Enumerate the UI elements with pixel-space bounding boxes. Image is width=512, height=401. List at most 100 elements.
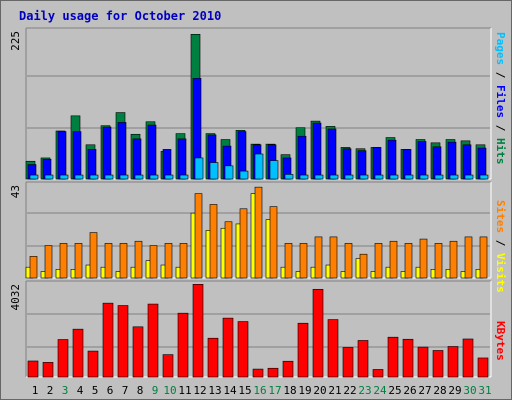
files-bar bbox=[102, 126, 112, 180]
sites-bar bbox=[464, 236, 473, 279]
files-bar bbox=[132, 138, 142, 180]
x-tick-label: 14 bbox=[223, 384, 237, 397]
x-tick-label: 7 bbox=[122, 384, 129, 397]
pages-bar bbox=[464, 174, 474, 180]
sites-bar bbox=[449, 240, 458, 279]
files-bar bbox=[57, 131, 67, 180]
kbytes-bar bbox=[72, 328, 84, 378]
kbytes-right-label: KBytes bbox=[494, 321, 507, 361]
sites-bar bbox=[314, 236, 323, 279]
kbytes-bar bbox=[267, 367, 279, 378]
x-tick-label: 5 bbox=[92, 384, 99, 397]
sites-bar bbox=[269, 206, 278, 279]
x-tick-label: 10 bbox=[163, 384, 176, 397]
x-tick-label: 29 bbox=[448, 384, 461, 397]
hits-right-label-part: / bbox=[494, 118, 507, 138]
sites-bar bbox=[299, 243, 308, 279]
sites-bar bbox=[44, 245, 53, 279]
x-tick-label: 28 bbox=[433, 384, 446, 397]
pages-bar bbox=[29, 174, 39, 180]
x-tick-label: 18 bbox=[283, 384, 296, 397]
hits-right-label-part: Hits bbox=[494, 138, 507, 165]
visits-right-label: Sites / Visits bbox=[494, 200, 507, 293]
pages-bar bbox=[179, 174, 189, 180]
kbytes-bar bbox=[282, 360, 294, 378]
kbytes-bar bbox=[252, 368, 264, 378]
sites-bar bbox=[179, 243, 188, 279]
sites-bar bbox=[59, 243, 68, 279]
files-bar bbox=[72, 131, 82, 180]
pages-bar bbox=[374, 174, 384, 180]
x-tick-label: 25 bbox=[388, 384, 401, 397]
sites-bar bbox=[434, 243, 443, 279]
kbytes-bar bbox=[102, 302, 114, 378]
pages-bar bbox=[224, 165, 234, 180]
x-tick-label: 6 bbox=[107, 384, 114, 397]
kbytes-bar bbox=[222, 317, 234, 378]
sites-bar bbox=[239, 208, 248, 279]
sites-bar bbox=[224, 221, 233, 279]
visits-bars bbox=[25, 186, 488, 279]
x-axis-labels: 1 2 3 4 5 6 7 8 9 10 11 12 13 14 15 16 17 18 19 20 21 22 23 24 2… bbox=[32, 384, 492, 397]
pages-bar bbox=[44, 174, 54, 180]
files-bar bbox=[312, 122, 322, 180]
kbytes-bar bbox=[312, 288, 324, 378]
sites-bar bbox=[134, 240, 143, 279]
kbytes-bar bbox=[462, 338, 474, 378]
x-tick-label: 1 bbox=[32, 384, 39, 397]
x-tick-label: 13 bbox=[208, 384, 221, 397]
visits-right-label-part: Sites bbox=[494, 200, 507, 233]
files-bar bbox=[402, 149, 412, 180]
kbytes-bar bbox=[402, 338, 414, 378]
sites-bar bbox=[359, 253, 368, 279]
x-tick-label: 17 bbox=[268, 384, 281, 397]
sites-bar bbox=[209, 204, 218, 279]
kbytes-right-label-part: KBytes bbox=[494, 321, 507, 361]
kbytes-bar bbox=[132, 326, 144, 378]
sites-bar bbox=[104, 243, 113, 279]
hits-right-label-part: Files bbox=[494, 85, 507, 118]
kbytes-bar bbox=[357, 340, 369, 378]
sites-bar bbox=[284, 243, 293, 279]
pages-bar bbox=[389, 174, 399, 180]
x-tick-label: 11 bbox=[178, 384, 191, 397]
files-bar bbox=[372, 147, 382, 180]
files-bar bbox=[117, 122, 127, 180]
sites-bar bbox=[149, 245, 158, 279]
visits-ymax-label: 43 bbox=[9, 185, 22, 198]
sites-bar bbox=[254, 186, 263, 279]
kbytes-bar bbox=[117, 305, 129, 378]
visits-right-label-part: / bbox=[494, 233, 507, 253]
x-tick-label: 20 bbox=[313, 384, 326, 397]
pages-bar bbox=[269, 160, 279, 180]
hits-right-label: Pages / Files / Hits bbox=[494, 32, 507, 165]
kbytes-bar bbox=[57, 339, 69, 378]
sites-bar bbox=[479, 236, 488, 279]
files-bar bbox=[477, 147, 487, 180]
pages-bar bbox=[449, 174, 459, 180]
pages-bar bbox=[404, 174, 414, 180]
sites-bar bbox=[329, 236, 338, 279]
kbytes-bar bbox=[387, 336, 399, 378]
kbytes-bar bbox=[162, 354, 174, 378]
kbytes-bars bbox=[27, 283, 489, 378]
kbytes-bar bbox=[432, 350, 444, 378]
files-bar bbox=[387, 139, 397, 180]
files-bar bbox=[447, 141, 457, 180]
x-tick-label: 12 bbox=[193, 384, 206, 397]
kbytes-bar bbox=[297, 322, 309, 378]
files-bar bbox=[462, 144, 472, 180]
kbytes-bar bbox=[87, 350, 99, 378]
kbytes-bar bbox=[177, 312, 189, 378]
pages-bar bbox=[119, 174, 129, 180]
x-tick-label: 22 bbox=[343, 384, 356, 397]
sites-bar bbox=[404, 243, 413, 279]
pages-bar bbox=[74, 174, 84, 180]
pages-bar bbox=[359, 174, 369, 180]
x-tick-label: 19 bbox=[298, 384, 311, 397]
sites-bar bbox=[74, 243, 83, 279]
sites-bar bbox=[164, 243, 173, 279]
pages-bar bbox=[59, 174, 69, 180]
